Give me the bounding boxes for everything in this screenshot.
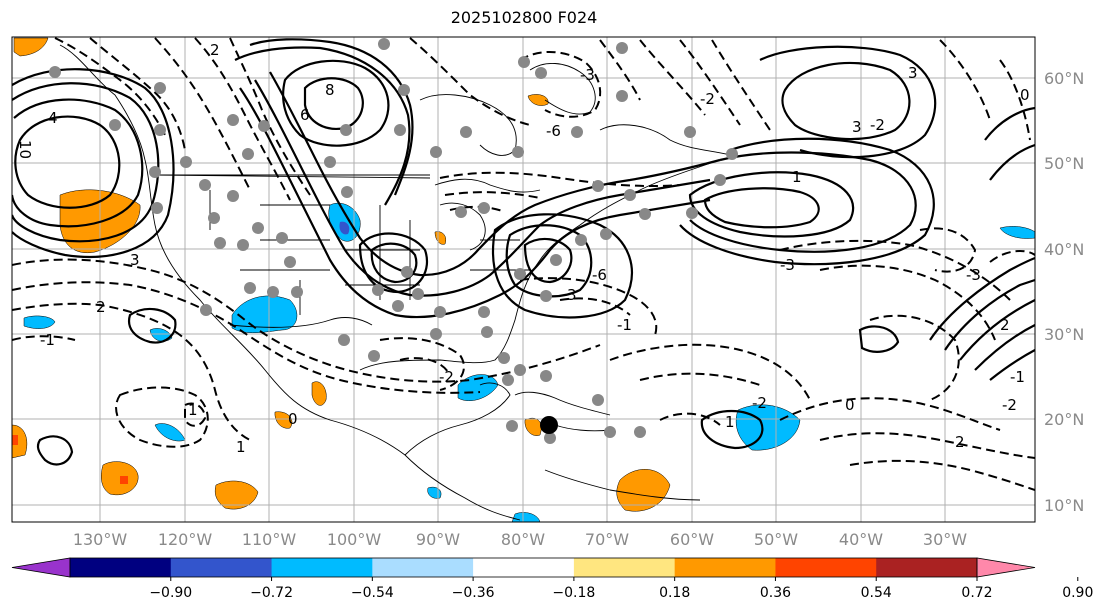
colorbar-tick-label: −0.72	[250, 585, 293, 601]
latitude-labels: 60°N 50°N 40°N 30°N 20°N 10°N	[1044, 69, 1084, 515]
colorbar-segment	[372, 558, 474, 577]
colorbar-segment	[775, 558, 877, 577]
svg-text:1: 1	[792, 168, 802, 186]
svg-text:-2: -2	[870, 116, 885, 134]
lat-label: 20°N	[1044, 410, 1084, 429]
lon-label: 90°W	[416, 530, 460, 549]
svg-text:8: 8	[325, 81, 335, 99]
colorbar-tick-label: 0.36	[760, 585, 791, 601]
svg-text:-6: -6	[592, 266, 607, 284]
orange-field-w-edge	[12, 424, 28, 459]
lon-label: 50°W	[754, 530, 798, 549]
lon-label: 130°W	[73, 530, 128, 549]
svg-text:3: 3	[908, 64, 918, 82]
orange-field-mexico	[311, 381, 327, 406]
colorbar-tick-label: −0.54	[351, 585, 394, 601]
low-center-pacific	[14, 115, 121, 209]
svg-text:-6: -6	[546, 122, 561, 140]
colorbar-segment	[70, 558, 172, 577]
colorbar-segment	[674, 558, 776, 577]
orange-field-pacific-1	[101, 461, 139, 496]
lon-label: 60°W	[670, 530, 714, 549]
svg-text:0: 0	[1020, 86, 1030, 104]
lon-label: 30°W	[923, 530, 967, 549]
svg-text:-2: -2	[752, 394, 767, 412]
red-dot-w-edge	[12, 435, 18, 445]
svg-text:4: 4	[48, 109, 58, 127]
lat-label: 60°N	[1044, 69, 1084, 88]
svg-text:10: 10	[16, 140, 34, 159]
coastlines	[59, 44, 731, 521]
svg-text:-2: -2	[700, 90, 715, 108]
svg-text:1: 1	[188, 401, 198, 419]
svg-text:1: 1	[725, 413, 735, 431]
graticule	[12, 37, 1035, 522]
colorbar-tick-label: 0.72	[961, 585, 992, 601]
colorbar-segment	[473, 558, 575, 577]
svg-text:-2: -2	[439, 368, 454, 386]
svg-text:-3: -3	[580, 66, 595, 84]
blue-field-rockies-core	[339, 221, 350, 235]
blue-field-pacific	[23, 315, 56, 329]
lon-label: 70°W	[585, 530, 629, 549]
lon-label: 40°W	[839, 530, 883, 549]
svg-text:-2: -2	[1002, 396, 1017, 414]
orange-field-labrador	[527, 94, 549, 106]
blue-field-pacific-2	[149, 328, 173, 342]
svg-text:6: 6	[300, 106, 310, 124]
svg-text:0: 0	[288, 410, 298, 428]
colorbar-segment	[876, 558, 978, 577]
lat-label: 30°N	[1044, 325, 1084, 344]
contour-labels: 2 8 6 10 4 3 -6 -2 3 -1 -3 2 -2 1 0 -1 -…	[16, 41, 1030, 456]
svg-text:-1: -1	[1010, 368, 1025, 386]
svg-text:3: 3	[852, 118, 862, 136]
station-markers	[49, 38, 738, 444]
colorbar-segment	[271, 558, 373, 577]
red-dot-pacific	[120, 476, 128, 484]
svg-text:3: 3	[567, 286, 577, 304]
svg-text:1: 1	[236, 438, 246, 456]
lon-label: 100°W	[327, 530, 382, 549]
lon-label: 120°W	[158, 530, 213, 549]
lon-label: 80°W	[501, 530, 545, 549]
svg-text:-1: -1	[617, 316, 632, 334]
lat-label: 40°N	[1044, 240, 1084, 259]
colorbar-tick-label: 0.54	[861, 585, 892, 601]
colorbar-tick-label: 0.18	[659, 585, 690, 601]
svg-text:-3: -3	[780, 256, 795, 274]
colorbar-extend-high	[976, 557, 1036, 578]
lon-label: 110°W	[242, 530, 297, 549]
orange-field-nw-corner	[13, 37, 49, 57]
colorbar-outline	[69, 557, 978, 578]
lat-label: 10°N	[1044, 496, 1084, 515]
orange-field-mexico-2	[274, 411, 293, 429]
shaded-fields	[12, 37, 1035, 522]
colorbar-segment	[170, 558, 273, 577]
orange-field-pacific-2	[214, 480, 259, 510]
colorbar-segment	[573, 558, 676, 577]
colorbar: −0.90 −0.72 −0.54 −0.36 −0.18 0.18 0.36 0.54 0.7…	[11, 557, 1093, 601]
lat-label: 50°N	[1044, 154, 1084, 173]
longitude-labels: 130°W 120°W 110°W 100°W 90°W 80°W 70°W 6…	[73, 530, 967, 549]
svg-text:2: 2	[210, 41, 220, 59]
colorbar-tick-label: 0.90	[1062, 585, 1093, 601]
map-frame	[11, 36, 1036, 523]
svg-text:-1: -1	[40, 331, 55, 349]
svg-text:2: 2	[955, 433, 965, 451]
colorbar-tick-label: −0.18	[552, 585, 595, 601]
orange-field-caribbean	[524, 417, 542, 436]
svg-text:3: 3	[130, 251, 140, 269]
black-marker	[540, 416, 558, 434]
blue-field-e-edge	[999, 226, 1035, 239]
svg-text:-3: -3	[966, 266, 981, 284]
svg-text:2: 2	[96, 298, 106, 316]
svg-text:0: 0	[845, 396, 855, 414]
colorbar-tick-label: −0.90	[149, 585, 192, 601]
colorbar-tick-label: −0.36	[452, 585, 495, 601]
svg-text:2: 2	[1000, 316, 1010, 334]
colorbar-extend-low	[11, 557, 71, 578]
map-title: 2025102800 F024	[450, 8, 598, 27]
